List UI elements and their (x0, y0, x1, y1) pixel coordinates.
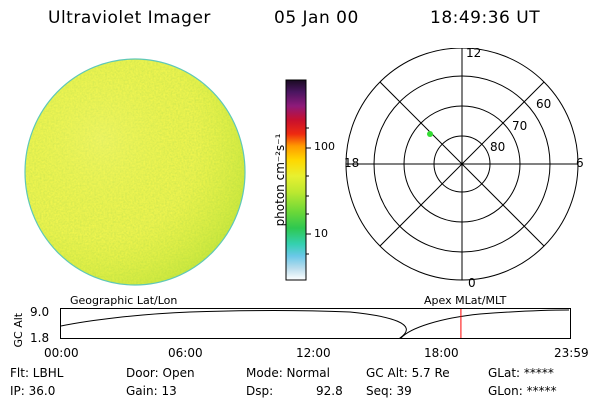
altitude-curve (60, 309, 570, 339)
timeline-y-tick-high: 9.0 (30, 305, 50, 319)
timeline-x-tick-1200: 12:00 (296, 346, 331, 360)
mlt-label-18: 18 (344, 156, 360, 170)
status-dsp-label: Dsp: (246, 384, 274, 398)
image-time: 18:49:36 UT (430, 8, 541, 28)
polar-grid-plot (345, 48, 579, 281)
uv-disk-image (24, 58, 246, 286)
timeline-x-tick-1800: 18:00 (424, 346, 459, 360)
altitude-timeline-plot (60, 308, 571, 339)
colorbar-unit-label: photon cm⁻²s⁻¹ (273, 133, 287, 227)
footpoint-marker (427, 131, 433, 137)
status-seq: Seq: 39 (366, 384, 412, 398)
mlt-label-6: 6 (576, 156, 584, 170)
color-scale-bar (285, 79, 311, 281)
status-glon: GLon: ***** (488, 384, 557, 398)
status-door: Door: Open (126, 366, 195, 380)
status-mode: Mode: Normal (246, 366, 330, 380)
timeline-left-title: Geographic Lat/Lon (70, 294, 178, 307)
mlt-label-12: 12 (466, 46, 482, 60)
timeline-x-tick-0600: 06:00 (168, 346, 203, 360)
mlat-label-80: 80 (490, 140, 506, 154)
timeline-y-axis-label: GC Alt (12, 312, 25, 348)
status-filter: Flt: LBHL (10, 366, 64, 380)
status-dsp-value: 92.8 (316, 384, 343, 398)
image-date: 05 Jan 00 (274, 8, 359, 28)
mlat-label-70: 70 (512, 119, 528, 133)
colorbar-tick-10: 10 (314, 227, 328, 240)
timeline-x-tick-0000: 00:00 (44, 346, 79, 360)
instrument-title: Ultraviolet Imager (48, 8, 211, 28)
timeline-right-title: Apex MLat/MLT (424, 294, 507, 307)
status-glat: GLat: ***** (488, 366, 554, 380)
colorbar-tick-100: 100 (314, 140, 335, 153)
status-gc-alt: GC Alt: 5.7 Re (366, 366, 450, 380)
timeline-x-tick-2359: 23:59 (554, 346, 589, 360)
mlt-label-0: 0 (468, 276, 476, 290)
timeline-y-tick-low: 1.8 (30, 331, 50, 345)
status-gain: Gain: 13 (126, 384, 177, 398)
status-ip: IP: 36.0 (10, 384, 56, 398)
mlat-label-60: 60 (536, 97, 552, 111)
